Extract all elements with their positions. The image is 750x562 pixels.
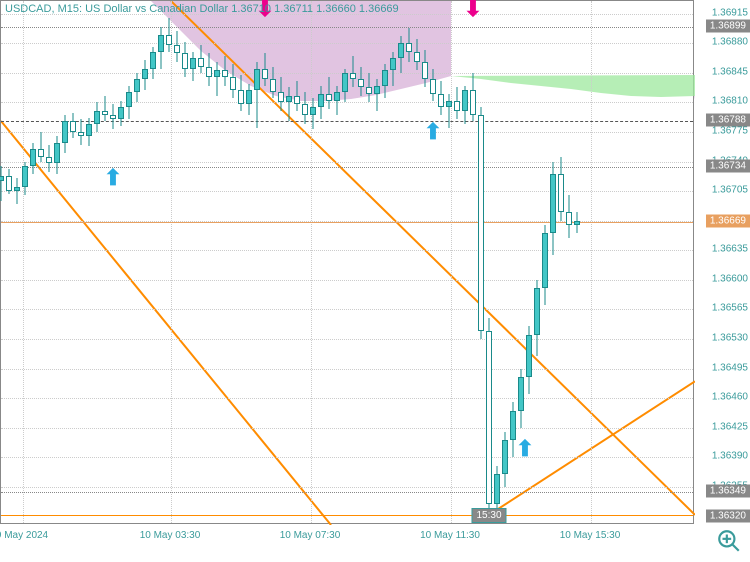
y-tick: 1.36460 [712,392,748,403]
y-tick: 1.36425 [712,421,748,432]
x-tick: 10 May 15:30 [560,530,621,541]
price-line [1,492,693,493]
zoom-in-icon[interactable] [716,528,742,554]
price-marker: 1.36788 [706,114,750,127]
y-tick: 1.36845 [712,66,748,77]
price-marker: 1.36349 [706,485,750,498]
ohlc-c: 1.36669 [359,3,399,15]
y-tick: 1.36810 [712,96,748,107]
x-tick: 10 May 03:30 [140,530,201,541]
price-line [1,27,693,28]
price-line [1,121,693,122]
symbol: USDCAD [5,3,51,15]
y-tick: 1.36705 [712,185,748,196]
y-tick: 1.36495 [712,362,748,373]
x-tick: 10 May 11:30 [420,530,480,541]
timeframe: M15 [58,3,79,15]
arrow-up-icon: ⬆ [424,119,442,145]
forex-chart[interactable]: USDCAD, M15: US Dollar vs Canadian Dolla… [0,0,750,562]
y-tick: 1.36530 [712,333,748,344]
ohlc-h: 1.36711 [274,3,313,15]
y-tick: 1.36775 [712,126,748,137]
chart-title: USDCAD, M15: US Dollar vs Canadian Dolla… [5,3,399,15]
y-tick: 1.36600 [712,273,748,284]
arrow-up-icon: ⬆ [516,436,534,462]
y-tick: 1.36390 [712,451,748,462]
x-axis: 9 May 2024 10 May 03:30 10 May 07:30 10 May… [0,524,694,562]
y-tick: 1.36915 [712,7,748,18]
x-tick: 10 May 07:30 [280,530,341,541]
y-axis: 1.369151.368801.368451.368101.367751.367… [694,0,750,524]
price-line [1,222,693,223]
y-tick: 1.36565 [712,303,748,314]
time-marker: 15:30 [471,508,506,523]
price-marker: 1.36320 [706,509,750,522]
price-marker: 1.36899 [706,20,750,33]
y-tick: 1.36880 [712,37,748,48]
plot-area[interactable]: USDCAD, M15: US Dollar vs Canadian Dolla… [0,0,694,524]
ohlc-l: 1.36660 [316,3,356,15]
y-tick: 1.36635 [712,244,748,255]
price-marker: 1.36669 [706,214,750,227]
x-tick: 9 May 2024 [0,530,48,541]
price-marker: 1.36734 [706,159,750,172]
ohlc-o: 1.36710 [231,3,271,15]
arrow-up-icon: ⬆ [104,165,122,191]
price-line [1,515,693,516]
arrow-down-icon: ⬇ [464,0,482,22]
description: US Dollar vs Canadian Dollar [85,3,228,15]
